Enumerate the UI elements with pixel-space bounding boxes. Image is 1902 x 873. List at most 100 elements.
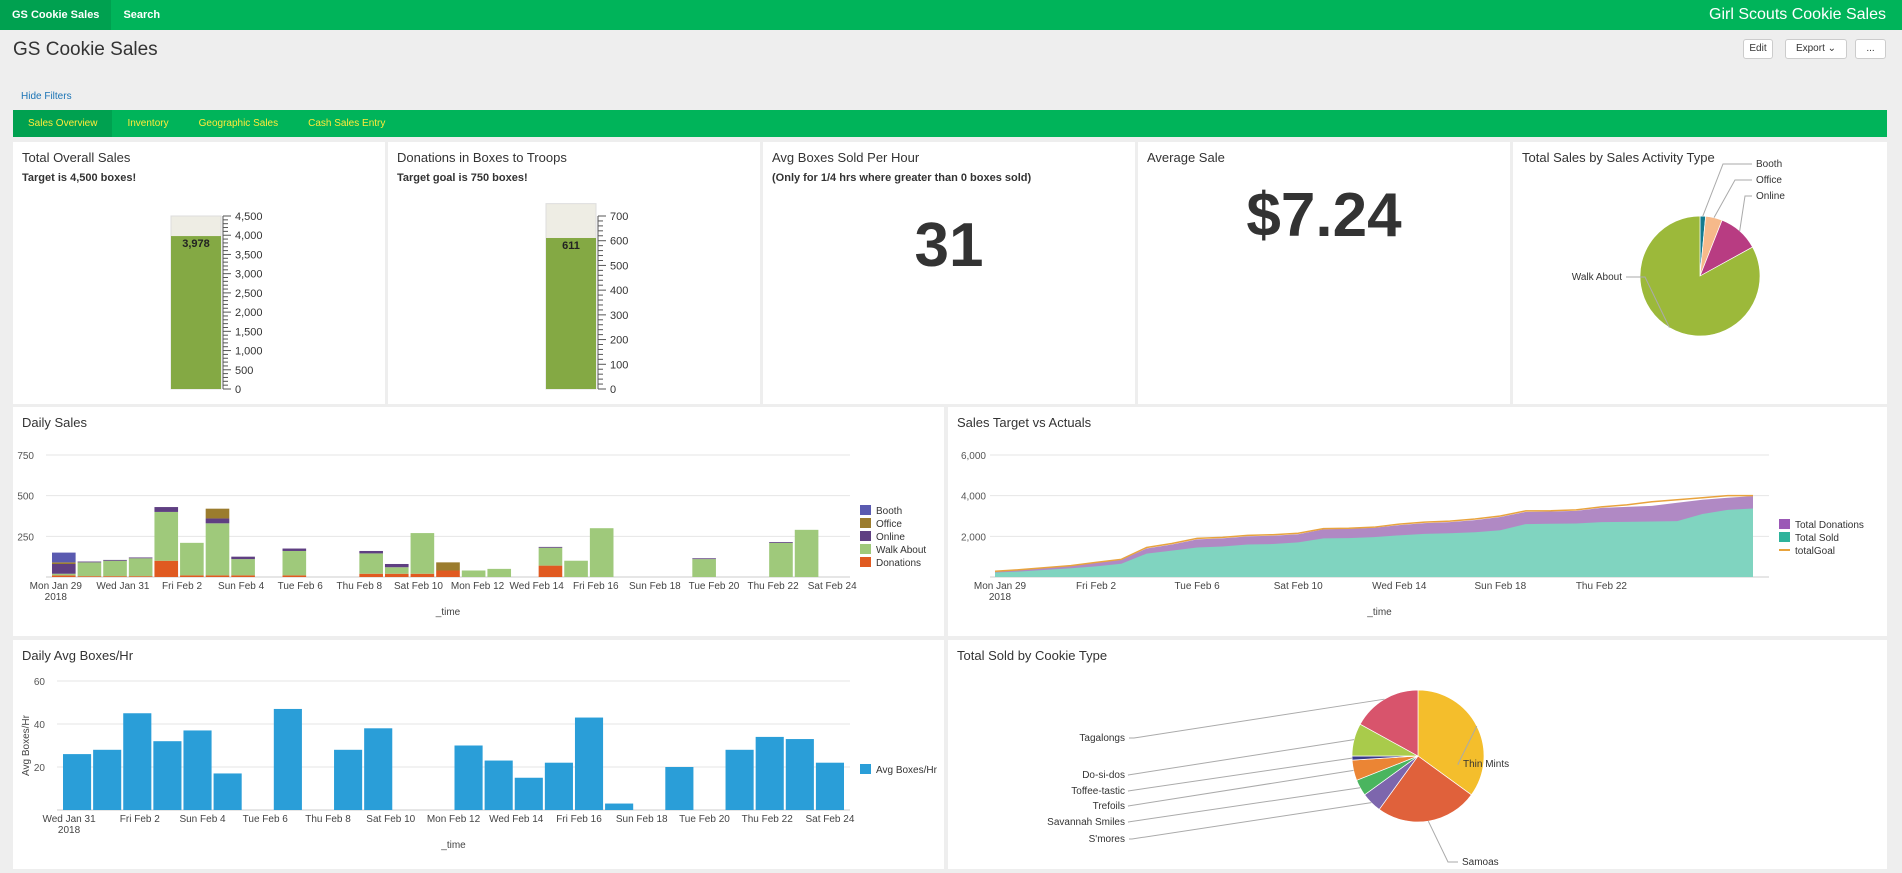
x-tick-label: Wed Jan 31 2018: [42, 814, 96, 836]
x-tick-label: Sun Feb 18: [629, 581, 681, 592]
bar-segment: [103, 576, 127, 577]
panel-subtitle: (Only for 1/4 hrs where greater than 0 b…: [772, 172, 1032, 184]
bar-segment: [484, 760, 513, 810]
bar-segment: [794, 529, 819, 577]
bar-segment: [755, 736, 784, 810]
pie-label: Samoas: [1462, 857, 1499, 868]
bar-segment: [359, 553, 383, 574]
bar-segment: [77, 561, 102, 563]
pie-leader-line: [1127, 757, 1353, 792]
hide-filters-link[interactable]: Hide Filters: [21, 91, 72, 102]
chevron-down-icon: ⌄: [1827, 43, 1837, 54]
tab-cash-sales-entry[interactable]: Cash Sales Entry: [308, 118, 386, 129]
pie-chart: Thin Mints Samoas S'mores Savannah Smiles Tr…: [1047, 689, 1509, 868]
y-tick-label: 60: [34, 677, 46, 688]
legend-label: Online: [876, 532, 905, 543]
panel-title: Sales Target vs Actuals: [957, 415, 1092, 430]
bar-segment: [273, 708, 302, 810]
panel-average-sale: Average Sale $7.24: [1138, 142, 1510, 404]
bar-segment: [128, 558, 153, 577]
legend-swatch: [1779, 519, 1790, 529]
tab-geographic-sales[interactable]: Geographic Sales: [198, 118, 279, 129]
pie-leader-line: [1127, 769, 1354, 807]
bar-segment: [436, 562, 460, 571]
bar-segment: [384, 573, 409, 577]
panel-sales-activity-type: Total Sales by Sales Activity Type Booth…: [1513, 142, 1887, 404]
bar-segment: [564, 560, 588, 577]
x-tick-label: Sat Feb 10: [366, 814, 415, 825]
gauge-value-label: 611: [562, 240, 580, 252]
pie-leader-line: [1713, 179, 1752, 218]
bar-segment: [154, 511, 179, 561]
bar-segment: [154, 507, 179, 512]
bar-segment: [384, 567, 409, 574]
bar-segment: [538, 546, 563, 548]
bar-segment: [334, 749, 363, 810]
x-tick-label: Mon Jan 29 2018: [974, 581, 1027, 603]
gauge-tick-label: 2,000: [235, 307, 263, 319]
bar-segment: [589, 528, 614, 577]
pie-label: Toffee-tastic: [1071, 786, 1125, 797]
x-tick-label: Mon Jan 29 2018: [30, 581, 83, 603]
x-tick-label: Sat Feb 24: [808, 581, 857, 592]
x-tick-label: Fri Feb 2: [120, 814, 160, 825]
x-tick-label: Wed Feb 14: [489, 814, 544, 825]
tab-sales-overview[interactable]: Sales Overview: [13, 110, 113, 137]
bar-segment: [538, 565, 563, 577]
panel-title: Total Overall Sales: [22, 150, 131, 165]
bar-segment: [183, 730, 212, 810]
legend-label: Donations: [876, 558, 921, 569]
y-tick-label: 500: [17, 492, 34, 503]
legend-label: Avg Boxes/Hr: [876, 765, 938, 776]
bar-segment: [282, 550, 307, 576]
bar-segment: [77, 562, 102, 577]
edit-button[interactable]: Edit: [1743, 39, 1773, 59]
bar-segment: [605, 803, 634, 810]
panel-donations: Donations in Boxes to Troops Target goal…: [388, 142, 760, 404]
pie-leader-line: [1739, 195, 1752, 232]
panel-title: Avg Boxes Sold Per Hour: [772, 150, 920, 165]
gauge-tick-label: 3,000: [235, 269, 263, 281]
page-title: GS Cookie Sales: [13, 39, 158, 60]
bar-segment: [544, 762, 573, 810]
y-axis-title: Avg Boxes/Hr: [21, 714, 32, 776]
gauge-value-label: 3,978: [182, 238, 210, 250]
bar-segment: [725, 749, 754, 810]
x-axis-title: _time: [1366, 607, 1392, 618]
pie-chart: Booth Office Online Walk About: [1572, 159, 1785, 337]
bar-segment: [410, 533, 435, 574]
x-tick-label: Tue Feb 6: [1175, 581, 1221, 592]
pie-label: Online: [1756, 191, 1785, 202]
more-button[interactable]: ...: [1855, 39, 1886, 59]
x-axis-title: _time: [440, 840, 466, 851]
stacked-bar-chart: 750 500 250 Mon Jan 29 2018 Wed Jan 31 Fri Feb…: [17, 451, 926, 618]
gauge-fill: [546, 237, 596, 389]
gauge-tick-label: 3,500: [235, 249, 263, 261]
export-button[interactable]: Export ⌄: [1785, 39, 1847, 59]
pie-leader-line: [1626, 276, 1670, 328]
app-bar: GS Cookie Sales Search Girl Scouts Cooki…: [0, 0, 1902, 30]
x-tick-label: Fri Feb 16: [556, 814, 602, 825]
app-nav-search[interactable]: Search: [123, 9, 161, 21]
x-tick-label: Thu Feb 22: [742, 814, 794, 825]
legend-label: Total Sold: [1795, 533, 1839, 544]
x-tick-label: Tue Feb 6: [278, 581, 324, 592]
bar-segment: [93, 749, 122, 810]
pie-leader-line: [1127, 787, 1361, 823]
pie-label: Tagalongs: [1079, 733, 1125, 744]
x-tick-label: Thu Feb 22: [748, 581, 800, 592]
legend-swatch: [860, 557, 871, 567]
x-tick-label: Mon Feb 12: [451, 581, 505, 592]
x-tick-label: Sun Feb 4: [179, 814, 226, 825]
gauge-tick-label: 4,500: [235, 211, 263, 223]
y-tick-label: 6,000: [961, 451, 986, 462]
tab-inventory[interactable]: Inventory: [127, 118, 169, 129]
gauge-tick-label: 100: [610, 359, 628, 371]
app-nav-gs-cookie-sales[interactable]: GS Cookie Sales: [0, 0, 112, 30]
gauge-tick-label: 300: [610, 310, 628, 322]
bar-segment: [180, 542, 204, 576]
x-tick-label: Thu Feb 8: [337, 581, 383, 592]
panel-subtitle: Target goal is 750 boxes!: [397, 172, 528, 184]
bar-segment: [231, 556, 255, 560]
x-tick-label: Sat Feb 24: [805, 814, 854, 825]
